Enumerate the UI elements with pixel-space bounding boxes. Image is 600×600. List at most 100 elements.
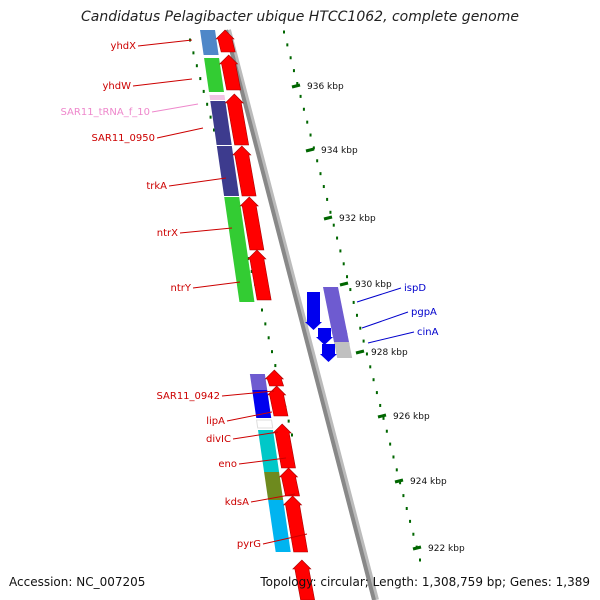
label-leaders — [132, 39, 415, 545]
gene-label-ntrY: ntrY — [171, 283, 192, 294]
left-scale-dot — [192, 51, 195, 55]
right-scale-dot — [326, 197, 329, 201]
right-scale-dot — [296, 82, 299, 86]
right-scale-dot — [346, 275, 349, 279]
right-scale-dot — [283, 30, 285, 34]
reverse-gene-arrow — [292, 559, 315, 600]
right-scale-dot — [395, 468, 398, 472]
leader-SAR11_0950 — [156, 127, 204, 139]
forward-gene-arrow — [320, 344, 337, 362]
forward-gene-arrow — [305, 292, 322, 330]
gene-feature-blocks — [200, 30, 353, 552]
reverse-gene-arrow — [266, 385, 289, 417]
right-scale-dot — [379, 403, 382, 407]
scale-tick-label: 932 kbp — [339, 214, 376, 224]
gene-block-SAR11_tRNA_f_10 — [209, 95, 226, 100]
right-scale-dot — [362, 339, 365, 343]
gene-block-eno — [258, 430, 280, 472]
right-scale-dot — [292, 69, 295, 73]
scale-tick-label: 922 kbp — [428, 544, 465, 554]
gene-block-SAR11_0942 — [249, 374, 268, 390]
right-scale-dot — [359, 326, 362, 330]
genome-summary-text: Topology: circular; Length: 1,308,759 bp… — [260, 575, 590, 589]
left-scale-dot — [206, 102, 209, 106]
scale-tick-label: 930 kbp — [355, 280, 392, 290]
gene-label-ntrX: ntrX — [157, 228, 178, 239]
leader-ntrY — [192, 281, 241, 289]
scale-tick-label: 934 kbp — [321, 146, 358, 156]
left-scale-dot — [264, 322, 267, 326]
right-scale-dot — [405, 506, 408, 510]
reverse-gene-arrow — [264, 369, 285, 387]
gene-block-yhdW — [204, 58, 224, 92]
scale-tick — [339, 281, 349, 287]
left-scale-dot — [250, 269, 253, 273]
left-scale-dot — [213, 128, 215, 132]
leader-trkA — [168, 177, 227, 187]
gene-label-SAR11_0942: SAR11_0942 — [157, 391, 221, 402]
right-scale-dot — [402, 494, 405, 498]
left-scale-dot — [202, 89, 205, 93]
leader-pgpA — [361, 311, 409, 329]
leader-ispD — [356, 287, 402, 303]
gene-label-divIC: divIC — [206, 434, 231, 445]
reverse-gene-arrow — [282, 495, 309, 553]
right-scale-dot — [369, 365, 372, 369]
left-scale-dot — [195, 64, 198, 68]
right-scale-dot — [382, 416, 385, 420]
right-scale-dot — [375, 391, 378, 395]
gene-label-pyrG: pyrG — [237, 539, 261, 550]
right-scale-dot — [319, 172, 322, 176]
right-scale-dot — [372, 378, 375, 382]
reverse-gene-arrow — [278, 467, 300, 497]
left-scale-dot — [199, 77, 202, 81]
gene-label-yhdW: yhdW — [103, 81, 132, 92]
right-scale-dot — [389, 442, 392, 446]
right-scale-dot — [299, 94, 302, 98]
scale-tick-label: 936 kbp — [307, 82, 344, 92]
gene-label-cinA: cinA — [417, 327, 439, 338]
left-scale-dot — [271, 350, 273, 354]
right-scale-dot — [355, 313, 358, 317]
leader-cinA — [367, 331, 415, 344]
gene-label-eno: eno — [218, 459, 237, 470]
right-scale-dot — [329, 210, 332, 214]
right-scale-dot — [309, 133, 312, 137]
gene-label-SAR11_0950: SAR11_0950 — [92, 133, 156, 144]
scale-tick — [355, 349, 365, 355]
gene-label-lipA: lipA — [206, 416, 225, 427]
gene-label-kdsA: kdsA — [225, 497, 249, 508]
right-scale-dot — [306, 120, 309, 124]
accession-text: Accession: NC_007205 — [9, 575, 146, 589]
scale-ticks: 936 kbp 934 kbp 932 kbp 930 kbp 928 kbp 926 k… — [291, 82, 465, 554]
leader-SAR11_tRNA_f_10 — [151, 103, 199, 113]
left-scale-dot — [267, 336, 270, 340]
backbone — [224, 29, 376, 600]
right-scale-dot — [339, 249, 342, 253]
left-scale-dot — [209, 115, 212, 119]
right-scale-dot — [352, 300, 355, 304]
scale-tick — [377, 413, 387, 419]
leader-SAR11_0942 — [221, 390, 275, 397]
gene-block-pgpA — [331, 330, 350, 345]
leader-lipA — [226, 411, 273, 422]
right-scale-dot — [342, 262, 345, 266]
reverse-gene-arrow — [215, 29, 236, 53]
scale-tick-label: 926 kbp — [393, 412, 430, 422]
reverse-gene-arrow — [247, 249, 272, 301]
gene-block-ntrY — [231, 250, 255, 302]
left-scale-dot — [274, 364, 277, 368]
leader-pyrG — [262, 533, 308, 545]
right-scale-dot — [336, 236, 339, 240]
leader-yhdW — [132, 78, 193, 87]
left-scale-dot — [287, 419, 290, 423]
gene-labels: yhdX yhdW SAR11_tRNA_f_10 SAR11_0950 trkA ntr… — [61, 41, 439, 550]
gene-block-trkA — [216, 146, 240, 196]
gene-block-lipA — [252, 390, 272, 418]
leader-kdsA — [250, 493, 296, 503]
leader-divIC — [232, 431, 279, 440]
left-scale-dot — [291, 433, 293, 437]
scale-tick — [291, 83, 301, 89]
